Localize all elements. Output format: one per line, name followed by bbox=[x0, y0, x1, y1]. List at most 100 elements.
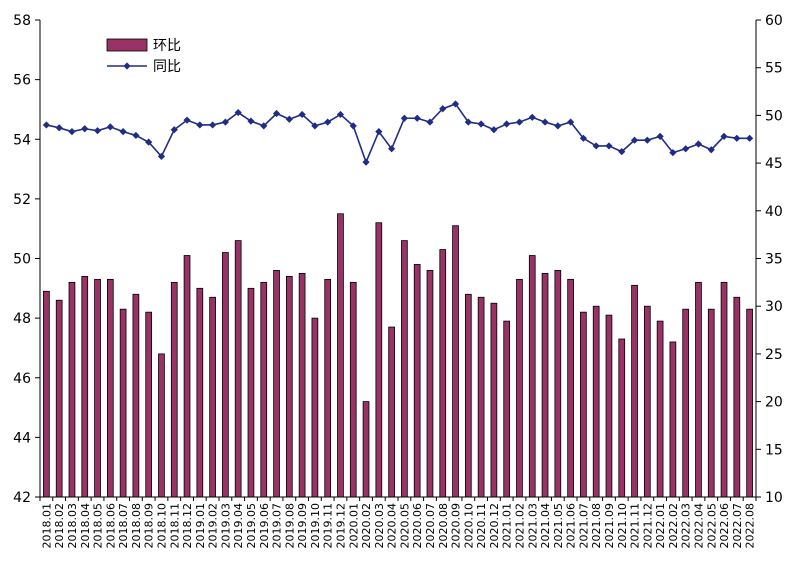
point-2018.06 bbox=[106, 123, 114, 131]
bar-2019.01 bbox=[196, 287, 204, 498]
bar-2022.02 bbox=[669, 341, 677, 498]
y-left-tick-label: 44 bbox=[13, 430, 31, 446]
y-left-tick-label: 54 bbox=[13, 132, 31, 148]
point-2020.07 bbox=[426, 118, 434, 126]
x-tick-label: 2020.02 bbox=[360, 503, 373, 549]
bar-2022.06 bbox=[720, 281, 728, 498]
x-tick-label: 2019.05 bbox=[245, 503, 258, 549]
y-right-tick-label: 20 bbox=[765, 395, 783, 411]
point-2022.08 bbox=[746, 134, 754, 142]
point-2021.09 bbox=[605, 142, 613, 150]
x-tick-label: 2022.08 bbox=[744, 503, 757, 549]
point-2020.10 bbox=[464, 118, 472, 126]
point-2020.11 bbox=[477, 120, 485, 128]
y-right-tick-label: 55 bbox=[765, 61, 783, 77]
x-tick-label: 2022.04 bbox=[692, 503, 705, 549]
bar-2018.02 bbox=[55, 299, 63, 498]
bar-2020.12 bbox=[490, 302, 498, 498]
x-tick-label: 2022.07 bbox=[731, 503, 744, 549]
legend-label-bar: 环比 bbox=[153, 38, 181, 54]
x-tick-label: 2019.08 bbox=[283, 503, 296, 549]
bar-2020.11 bbox=[477, 296, 485, 498]
bar-2018.09 bbox=[145, 311, 153, 498]
point-2019.01 bbox=[196, 121, 204, 129]
bar-2021.11 bbox=[631, 284, 638, 498]
bar-2019.05 bbox=[247, 287, 255, 498]
point-2020.09 bbox=[451, 100, 460, 108]
x-tick-label: 2021.10 bbox=[616, 503, 629, 549]
bar-2021.06 bbox=[567, 278, 574, 498]
bar-2021.03 bbox=[528, 255, 536, 498]
line-series bbox=[42, 100, 754, 166]
point-2018.03 bbox=[68, 128, 76, 136]
bar-2018.04 bbox=[81, 275, 89, 498]
bar-2018.05 bbox=[94, 278, 101, 498]
bar-2020.05 bbox=[401, 240, 408, 498]
y-left-tick-label: 46 bbox=[13, 371, 31, 387]
point-2018.09 bbox=[145, 138, 153, 146]
bar-2022.01 bbox=[656, 320, 664, 498]
y-left-tick-label: 48 bbox=[13, 311, 31, 327]
x-tick-label: 2020.05 bbox=[398, 503, 411, 549]
bar-2018.11 bbox=[170, 281, 178, 498]
bar-2019.06 bbox=[260, 281, 268, 498]
y-left-tick-label: 42 bbox=[13, 490, 31, 506]
bar-2019.08 bbox=[285, 275, 293, 498]
x-tick-label: 2018.02 bbox=[53, 503, 66, 549]
bar-2022.05 bbox=[707, 308, 715, 498]
x-tick-label: 2020.06 bbox=[411, 503, 424, 549]
x-tick-label: 2021.03 bbox=[526, 503, 539, 549]
bar-2018.03 bbox=[68, 281, 76, 498]
bar-2019.11 bbox=[324, 278, 332, 498]
bar-2018.07 bbox=[119, 308, 127, 498]
x-tick-label: 2020.07 bbox=[424, 503, 437, 549]
bar-2018.12 bbox=[183, 255, 191, 498]
y-right-tick-label: 45 bbox=[765, 156, 783, 172]
x-tick-label: 2018.01 bbox=[40, 503, 53, 549]
bar-2021.05 bbox=[554, 270, 562, 498]
point-2018.11 bbox=[170, 126, 178, 134]
bar-2019.02 bbox=[209, 296, 216, 498]
point-2020.05 bbox=[400, 114, 408, 122]
bar-2021.08 bbox=[592, 305, 600, 498]
x-tick-label: 2018.11 bbox=[168, 503, 181, 549]
x-tick-label: 2021.01 bbox=[501, 503, 514, 548]
point-2021.08 bbox=[592, 142, 600, 150]
bar-2018.01 bbox=[43, 290, 50, 498]
point-2021.12 bbox=[643, 136, 651, 144]
point-2019.05 bbox=[247, 117, 255, 125]
x-tick-label: 2022.06 bbox=[718, 503, 731, 549]
y-left-tick-label: 52 bbox=[13, 192, 31, 208]
point-2019.11 bbox=[324, 118, 332, 126]
x-tick-label: 2018.09 bbox=[143, 503, 156, 549]
point-2022.01 bbox=[656, 132, 664, 140]
x-tick-label: 2020.11 bbox=[475, 503, 488, 548]
bar-series bbox=[43, 213, 753, 498]
bar-2021.02 bbox=[516, 278, 523, 498]
bar-2021.09 bbox=[605, 314, 613, 498]
x-tick-label: 2019.03 bbox=[219, 503, 232, 549]
x-tick-label: 2020.10 bbox=[462, 503, 475, 549]
bar-2021.10 bbox=[618, 338, 626, 498]
point-2018.04 bbox=[81, 125, 89, 133]
bar-2021.04 bbox=[541, 273, 549, 498]
x-tick-label: 2018.12 bbox=[181, 503, 194, 549]
point-2019.09 bbox=[298, 110, 306, 119]
y-right-tick-label: 35 bbox=[765, 252, 783, 268]
x-tick-label: 2022.02 bbox=[667, 503, 680, 549]
x-tick-label: 2018.06 bbox=[104, 503, 117, 549]
x-tick-label: 2020.01 bbox=[347, 503, 360, 549]
point-2021.07 bbox=[579, 134, 587, 142]
point-2018.01 bbox=[42, 121, 50, 129]
bar-2022.07 bbox=[733, 296, 741, 498]
point-2019.06 bbox=[260, 122, 268, 130]
bar-2021.01 bbox=[503, 320, 511, 498]
bar-2021.12 bbox=[643, 305, 651, 498]
x-tick-label: 2019.04 bbox=[232, 503, 245, 549]
point-2019.02 bbox=[209, 121, 217, 129]
bar-2018.06 bbox=[106, 278, 114, 498]
x-tick-label: 2021.09 bbox=[603, 503, 616, 549]
bar-2019.09 bbox=[298, 273, 306, 498]
x-tick-label: 2019.12 bbox=[334, 503, 347, 549]
